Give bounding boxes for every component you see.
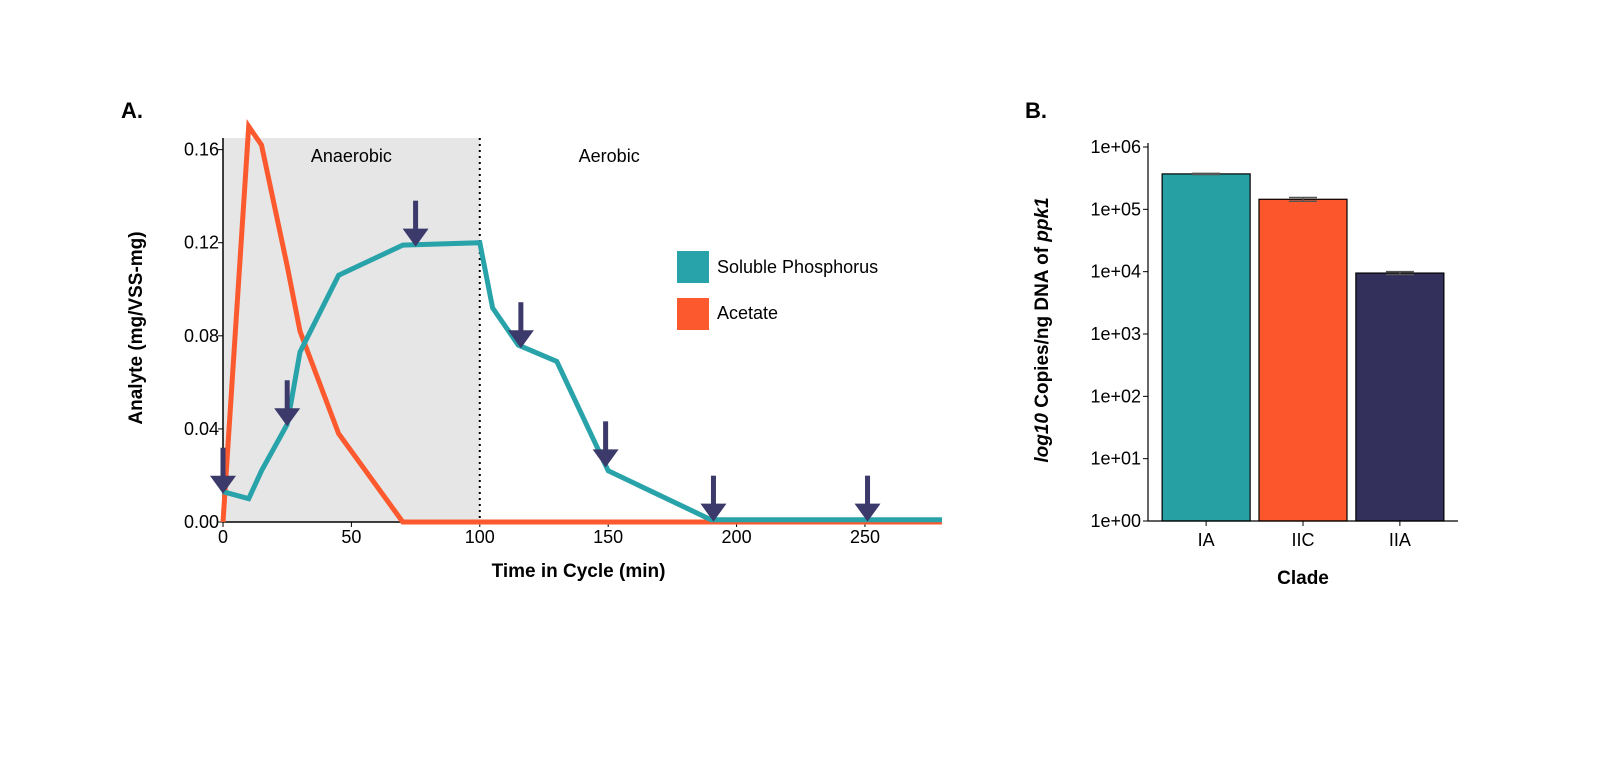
aerobic-region-label: Aerobic: [579, 146, 640, 166]
x-axis-ticks: 0 50 100 150 200 250: [218, 522, 880, 547]
y-axis-ticks-b: 1e+00 1e+01 1e+02 1e+03 1e+04 1e+05 1e+06: [1090, 137, 1148, 531]
legend: Soluble Phosphorus Acetate: [677, 251, 878, 330]
y-axis-title-part: log10: [1032, 413, 1053, 463]
y-tick-label-b: 1e+04: [1090, 262, 1141, 282]
y-axis-title: Analyte (mg/VSS-mg): [126, 231, 147, 424]
sampling-arrow-icon: [274, 380, 301, 427]
y-axis-title-b: log10 Copies/ng DNA of ppk1: [1032, 197, 1053, 462]
arrow-shaft: [603, 421, 609, 452]
y-axis-title-part: Copies/ng DNA of: [1032, 242, 1053, 413]
y-tick-label-b: 1e+02: [1090, 386, 1141, 406]
bar-ia: [1161, 173, 1251, 522]
x-axis-ticks-b: IA IIC IIA: [1198, 521, 1411, 550]
panel-a-label: A.: [121, 98, 143, 123]
x-tick-label-b: IA: [1198, 530, 1215, 550]
arrow-shaft: [518, 302, 524, 333]
anaerobic-shaded-region: [223, 138, 480, 522]
arrow-shaft: [413, 200, 419, 231]
sampling-arrow-icon: [592, 421, 619, 468]
y-tick-label-b: 1e+06: [1090, 137, 1141, 157]
y-tick-label: 0.00: [184, 512, 219, 532]
y-tick-label-b: 1e+03: [1090, 324, 1141, 344]
arrow-shaft: [284, 380, 290, 411]
arrow-head: [402, 228, 429, 247]
x-axis-title: Time in Cycle (min): [492, 561, 666, 582]
legend-swatch-acetate: [677, 298, 709, 330]
x-tick-label: 50: [341, 527, 361, 547]
y-tick-label: 0.16: [184, 140, 219, 160]
arrow-shaft: [710, 475, 716, 506]
sampling-arrow-icon: [507, 302, 534, 349]
y-tick-label: 0.12: [184, 233, 219, 253]
panel-b-bar-chart: B. 1e+00 1e+01 1e+02 1e+03 1e+04 1e+05 1e+06 I…: [1025, 98, 1458, 589]
arrow-head: [274, 408, 301, 427]
sampling-arrow-icon: [854, 475, 881, 522]
legend-swatch-soluble-phosphorus: [677, 251, 709, 283]
error-bar-iia: [1385, 270, 1414, 276]
panel-a-line-chart: A. Anaerobic Aerobic 0.00 0.04 0.08 0.12 0.1…: [121, 98, 942, 582]
x-tick-label: 0: [218, 527, 228, 547]
x-axis-title-b: Clade: [1277, 568, 1329, 589]
legend-label-acetate: Acetate: [717, 303, 778, 323]
y-tick-label: 0.08: [184, 326, 219, 346]
x-tick-label-b: IIA: [1389, 530, 1411, 550]
y-tick-label-b: 1e+01: [1090, 449, 1141, 469]
error-bar-iic: [1289, 196, 1317, 202]
x-tick-label: 100: [465, 527, 495, 547]
arrow-head: [507, 330, 534, 349]
sampling-arrow-icon: [210, 447, 236, 494]
arrow-head: [210, 475, 236, 494]
sampling-arrows: [210, 200, 881, 522]
acetate-line: [220, 119, 942, 525]
x-tick-label: 150: [593, 527, 623, 547]
legend-label-soluble-phosphorus: Soluble Phosphorus: [717, 257, 878, 277]
y-tick-label-b: 1e+00: [1090, 511, 1141, 531]
sampling-arrow-icon: [700, 475, 727, 522]
bars: [1161, 173, 1445, 522]
arrow-head: [592, 449, 619, 468]
arrow-head: [700, 503, 727, 522]
x-tick-label: 250: [850, 527, 880, 547]
bar-iia: [1355, 272, 1445, 522]
anaerobic-region-label: Anaerobic: [311, 146, 392, 166]
bar-iic: [1258, 198, 1348, 522]
panel-b-label: B.: [1025, 98, 1047, 123]
y-axis-title-part: ppk1: [1032, 197, 1053, 242]
sampling-arrow-icon: [402, 200, 429, 247]
x-tick-label: 200: [722, 527, 752, 547]
x-tick-label-b: IIC: [1291, 530, 1314, 550]
arrow-shaft: [865, 475, 871, 506]
y-tick-label-b: 1e+05: [1090, 199, 1141, 219]
error-bar-ia: [1192, 172, 1221, 176]
arrow-head: [854, 503, 881, 522]
error-bars: [1192, 172, 1414, 276]
y-tick-label: 0.04: [184, 419, 219, 439]
y-axis-ticks: 0.00 0.04 0.08 0.12 0.16: [184, 140, 223, 532]
arrow-shaft: [220, 447, 226, 478]
